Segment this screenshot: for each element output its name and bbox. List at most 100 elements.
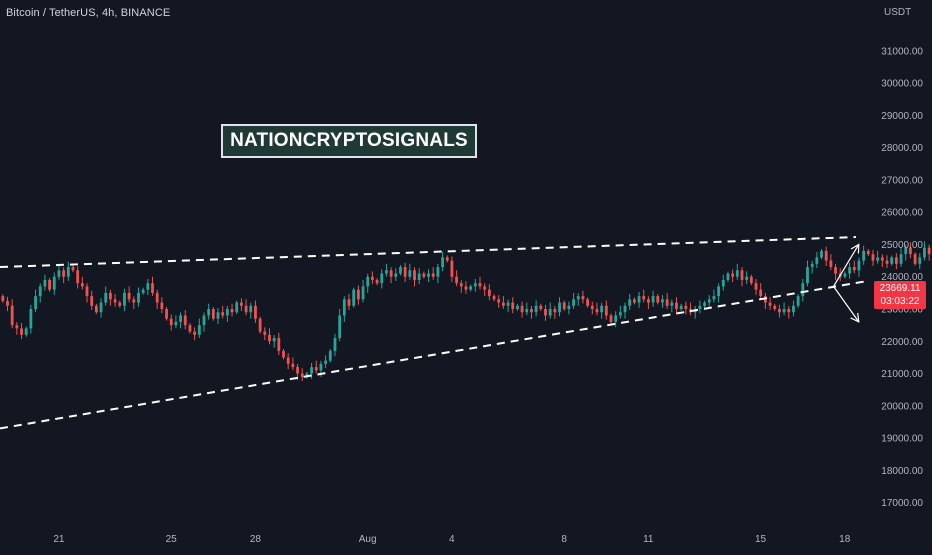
candle-body — [319, 363, 323, 371]
candle-body — [684, 305, 688, 309]
candle-body — [899, 254, 903, 264]
candle-body — [506, 302, 510, 306]
candle-body — [810, 263, 814, 268]
candle-body — [595, 309, 599, 313]
trend-line-lower — [0, 280, 865, 430]
candle-body — [852, 267, 856, 271]
candle-body — [352, 289, 356, 306]
candle-body — [394, 273, 398, 277]
candle-body — [773, 305, 777, 309]
candle-body — [6, 300, 9, 306]
candle-body — [15, 325, 19, 329]
candle-body — [707, 299, 711, 303]
candle-body — [843, 273, 847, 277]
candle-body — [282, 350, 285, 358]
candle-body — [272, 338, 276, 342]
candle-body — [441, 257, 444, 268]
candle-body — [501, 302, 505, 306]
candle-body — [24, 328, 28, 335]
candle-body — [146, 283, 150, 290]
candle-body — [328, 350, 332, 361]
candle-body — [656, 296, 660, 303]
candle-body — [197, 325, 201, 335]
arrows-layer[interactable] — [833, 243, 860, 323]
y-tick-label: 18000.00 — [881, 466, 923, 477]
candle-body — [90, 296, 94, 306]
candle-body — [422, 273, 426, 277]
candle-body — [885, 260, 889, 264]
candle-body — [286, 357, 290, 364]
candle-body — [258, 318, 262, 332]
candle-body — [132, 299, 136, 303]
candle-body — [268, 334, 271, 342]
candle-body — [492, 296, 496, 300]
y-tick-label: 25000.00 — [881, 240, 923, 251]
candle-body — [679, 305, 683, 309]
candle-body — [399, 267, 402, 274]
x-tick-label: 18 — [839, 534, 851, 545]
x-tick-label: Aug — [359, 534, 377, 545]
candle-body — [572, 299, 575, 306]
candle-body — [525, 309, 529, 313]
candle-body — [623, 305, 627, 313]
y-tick-label: 19000.00 — [881, 434, 923, 445]
candle-body — [29, 309, 33, 329]
candle-body — [717, 286, 720, 297]
candle-body — [511, 302, 515, 309]
candle-body — [333, 338, 337, 351]
candle-body — [642, 296, 646, 300]
candle-body — [207, 309, 211, 316]
candle-body — [127, 292, 131, 300]
candle-body — [534, 305, 538, 313]
candle-body — [464, 286, 468, 290]
currency-label: USDT — [884, 7, 912, 18]
candle-body — [300, 373, 304, 377]
candle-body — [637, 296, 641, 303]
candle-body — [169, 318, 173, 326]
candle-body — [782, 309, 786, 313]
candle-body — [450, 260, 454, 277]
candle-body — [787, 309, 791, 313]
candle-body — [34, 296, 37, 309]
candle-body — [698, 305, 702, 309]
candle-body — [155, 292, 159, 303]
candle-body — [408, 270, 412, 277]
candle-body — [862, 250, 866, 261]
trend-lines-layer[interactable] — [0, 236, 865, 430]
candle-body — [520, 305, 524, 313]
candles-layer — [1, 241, 931, 381]
candle-body — [151, 283, 154, 293]
symbol-title[interactable]: Bitcoin / TetherUS, 4h, BINANCE — [6, 7, 171, 19]
candle-body — [632, 299, 636, 303]
candle-body — [600, 305, 604, 313]
candle-body — [871, 254, 875, 261]
y-axis[interactable]: 17000.00 18000.00 19000.00 20000.00 21000.00… — [881, 46, 923, 509]
candle-body — [85, 286, 89, 297]
candle-body — [165, 309, 168, 319]
candle-body — [829, 260, 833, 268]
candle-body — [179, 315, 182, 322]
candle-body — [216, 312, 220, 319]
candle-body — [792, 305, 795, 313]
candle-body — [436, 267, 440, 277]
candle-body — [740, 270, 744, 280]
candle-body — [99, 302, 103, 313]
candle-body — [338, 315, 342, 339]
candle-body — [651, 296, 655, 303]
y-tick-label: 28000.00 — [881, 143, 923, 154]
candle-body — [927, 247, 931, 255]
candle-body — [249, 305, 253, 313]
last-price-badge: 23669.11 03:03:22 — [874, 281, 926, 309]
candle-body — [894, 257, 898, 264]
candle-body — [123, 292, 126, 306]
candle-body — [820, 250, 823, 258]
arrow-up-head — [850, 243, 860, 254]
candle-body — [478, 283, 482, 287]
y-tick-label: 23000.00 — [881, 305, 923, 316]
x-axis[interactable]: 212528Aug481115182225 — [53, 534, 932, 545]
candle-body — [380, 273, 384, 284]
candle-body — [590, 305, 594, 309]
last-price-value: 23669.11 — [879, 283, 921, 294]
